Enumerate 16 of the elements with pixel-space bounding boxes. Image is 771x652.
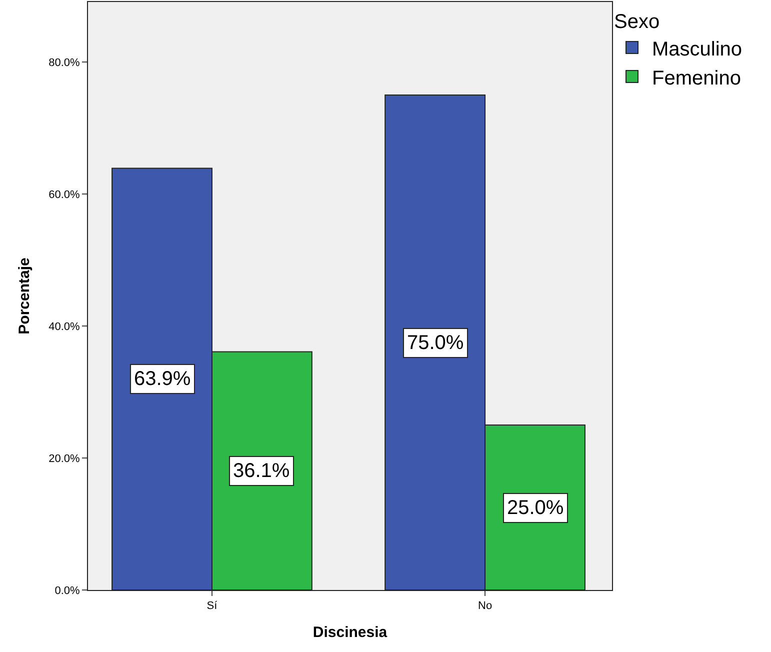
x-axis-title: Discinesia bbox=[312, 624, 388, 642]
y-tick-label: 80.0% bbox=[48, 56, 80, 69]
data-label: 75.0% bbox=[407, 332, 464, 354]
data-label: 63.9% bbox=[134, 368, 191, 390]
data-label: 36.1% bbox=[233, 460, 290, 482]
y-tick-label: 0.0% bbox=[54, 584, 80, 597]
x-tick-label: Sí bbox=[206, 600, 218, 612]
y-tick-label: 40.0% bbox=[48, 320, 80, 333]
data-label: 25.0% bbox=[507, 497, 564, 519]
y-tick-label: 20.0% bbox=[48, 452, 80, 465]
y-tick-label: 60.0% bbox=[48, 188, 80, 201]
x-tick-label: No bbox=[478, 600, 492, 612]
legend-title: Sexo bbox=[614, 11, 660, 33]
legend-label: Masculino bbox=[652, 38, 742, 60]
legend-label: Femenino bbox=[652, 67, 741, 90]
y-axis-title: Porcentaje bbox=[16, 258, 33, 334]
